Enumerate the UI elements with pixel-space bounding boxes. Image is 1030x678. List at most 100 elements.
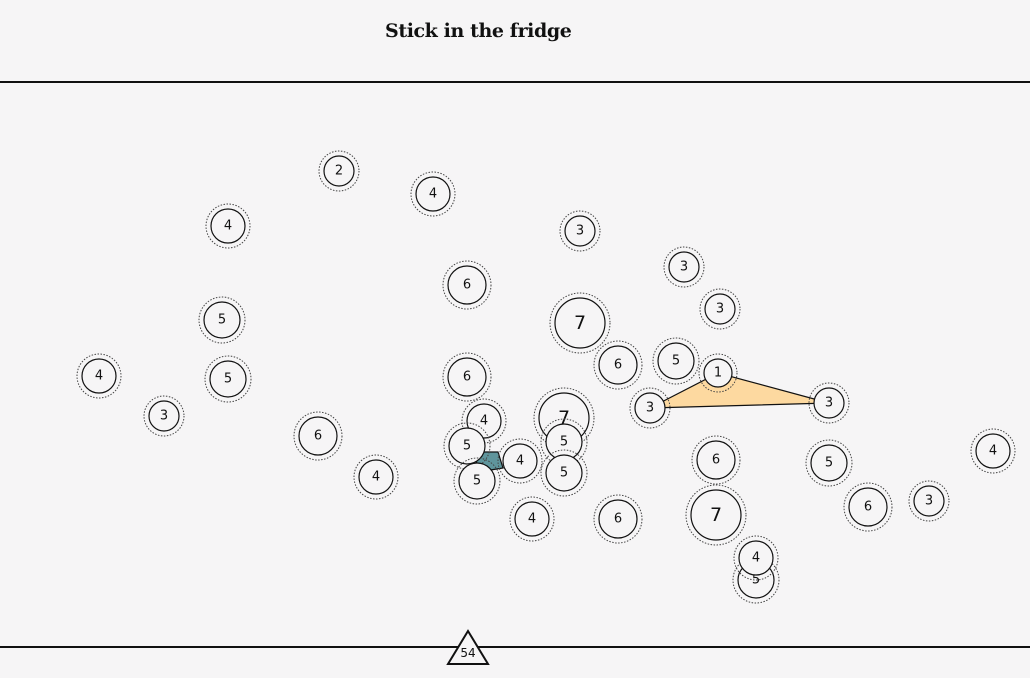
- node-value: 5: [825, 456, 833, 471]
- node-value: 3: [160, 409, 168, 424]
- highlighted-triangle: [649, 372, 830, 409]
- node-circle: [598, 345, 638, 385]
- node-circle: [848, 487, 888, 527]
- node-outer-ring: [808, 382, 850, 424]
- node[interactable]: 5: [453, 457, 501, 505]
- node[interactable]: 6: [691, 435, 741, 485]
- node-outer-ring: [549, 292, 611, 354]
- node-circle: [298, 416, 338, 456]
- node-circle: [657, 342, 695, 380]
- node[interactable]: 7: [685, 484, 747, 546]
- node[interactable]: 5: [540, 449, 588, 497]
- node-circle: [81, 358, 117, 394]
- node-value: 5: [218, 313, 226, 328]
- node-value: 6: [314, 429, 322, 444]
- node[interactable]: 4: [509, 496, 555, 542]
- node-value: 4: [95, 369, 103, 384]
- node-outer-ring: [699, 288, 741, 330]
- node-value: 5: [560, 466, 568, 481]
- node-circle: [913, 485, 945, 517]
- node[interactable]: 4: [205, 203, 251, 249]
- node[interactable]: 3: [629, 387, 671, 429]
- node-outer-ring: [442, 260, 492, 310]
- node-outer-ring: [970, 428, 1016, 474]
- node[interactable]: 4: [970, 428, 1016, 474]
- node[interactable]: 5: [443, 422, 491, 470]
- node-outer-ring: [663, 246, 705, 288]
- node[interactable]: 5: [198, 296, 246, 344]
- node-value: 7: [558, 407, 570, 429]
- node-value: 4: [752, 551, 760, 566]
- node[interactable]: 6: [593, 494, 643, 544]
- node-value: 4: [372, 470, 380, 485]
- node-circle: [704, 293, 736, 325]
- node[interactable]: 3: [143, 395, 185, 437]
- node-value: 6: [712, 453, 720, 468]
- node-value: 4: [516, 454, 524, 469]
- node-outer-ring: [559, 210, 601, 252]
- node-value: 4: [224, 219, 232, 234]
- node-outer-ring: [410, 171, 456, 217]
- node[interactable]: 6: [593, 340, 643, 390]
- node-outer-ring: [353, 454, 399, 500]
- node-outer-ring: [843, 482, 893, 532]
- node-circle: [448, 427, 486, 465]
- node-value: 2: [335, 164, 343, 179]
- node[interactable]: 1: [698, 353, 738, 393]
- node[interactable]: 3: [699, 288, 741, 330]
- node[interactable]: 3: [559, 210, 601, 252]
- move-counter-value: 54: [460, 646, 475, 660]
- node[interactable]: 2: [318, 150, 360, 192]
- node-outer-ring: [685, 484, 747, 546]
- node-value: 5: [560, 435, 568, 450]
- triangle-icon: [446, 629, 490, 665]
- node-circle: [975, 433, 1011, 469]
- node-circle: [554, 297, 606, 349]
- node-outer-ring: [629, 387, 671, 429]
- node-value: 4: [480, 414, 488, 429]
- node-value: 6: [614, 512, 622, 527]
- node-value: 3: [925, 494, 933, 509]
- node-value: 7: [574, 312, 586, 334]
- node[interactable]: 5: [204, 355, 252, 403]
- node-value: 3: [825, 396, 833, 411]
- node-outer-ring: [593, 340, 643, 390]
- node-value: 6: [463, 370, 471, 385]
- node[interactable]: 4: [497, 438, 543, 484]
- node-value: 4: [989, 444, 997, 459]
- node[interactable]: 4: [353, 454, 399, 500]
- node[interactable]: 4: [76, 353, 122, 399]
- node-outer-ring: [593, 494, 643, 544]
- node-circle: [514, 501, 550, 537]
- node-outer-ring: [204, 355, 252, 403]
- node-outer-ring: [293, 411, 343, 461]
- node[interactable]: 7: [549, 292, 611, 354]
- node-outer-ring: [443, 422, 491, 470]
- node[interactable]: 4: [410, 171, 456, 217]
- node[interactable]: 6: [442, 352, 492, 402]
- node-outer-ring: [453, 457, 501, 505]
- node[interactable]: 6: [843, 482, 893, 532]
- node-value: 3: [576, 224, 584, 239]
- node-outer-ring: [691, 435, 741, 485]
- node-value: 3: [716, 302, 724, 317]
- node-circle: [738, 540, 774, 576]
- node-value: 6: [614, 358, 622, 373]
- node-circle: [210, 208, 246, 244]
- node-circle: [203, 301, 241, 339]
- node[interactable]: 3: [908, 480, 950, 522]
- puzzle-title: Stick in the fridge: [385, 20, 572, 42]
- node-circle: [668, 251, 700, 283]
- node[interactable]: 5: [652, 337, 700, 385]
- node[interactable]: 3: [808, 382, 850, 424]
- node[interactable]: 3: [663, 246, 705, 288]
- node-outer-ring: [509, 496, 555, 542]
- node-value: 5: [224, 372, 232, 387]
- node[interactable]: 4: [733, 535, 779, 581]
- node[interactable]: 5: [805, 439, 853, 487]
- node[interactable]: 6: [293, 411, 343, 461]
- node-circle: [209, 360, 247, 398]
- node[interactable]: 6: [442, 260, 492, 310]
